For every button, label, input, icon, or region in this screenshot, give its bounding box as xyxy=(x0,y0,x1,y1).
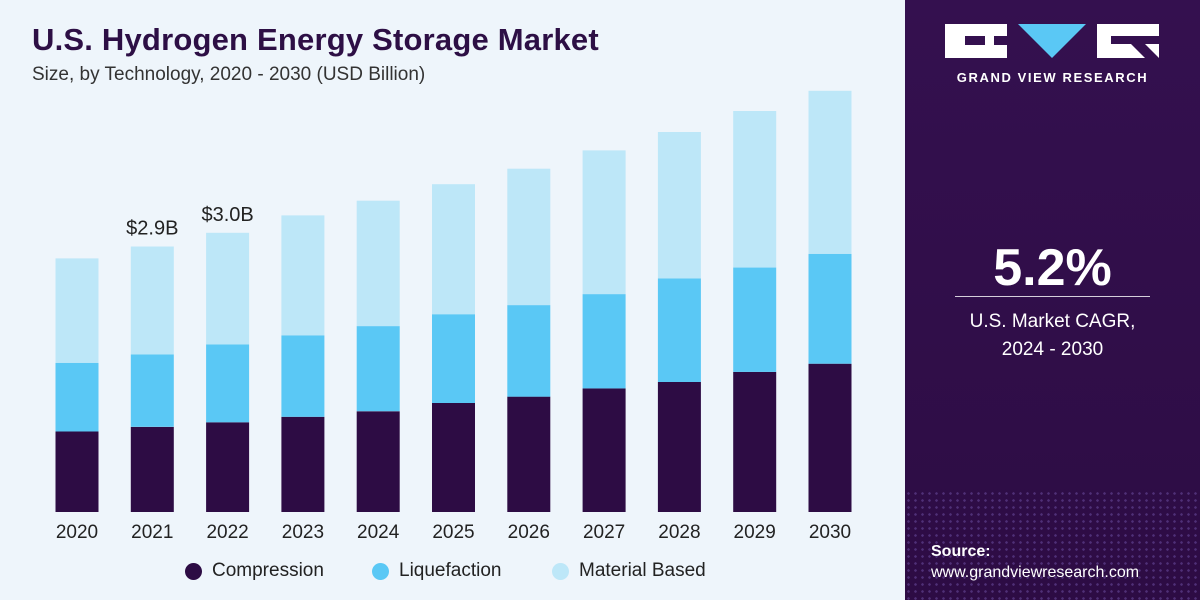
bar-material-based-2027 xyxy=(582,150,626,295)
bar-material-based-2022 xyxy=(206,232,250,345)
source-block: Source: www.grandviewresearch.com xyxy=(931,543,1139,582)
bar-material-based-2026 xyxy=(507,168,551,306)
bar-material-based-2024 xyxy=(356,200,400,327)
x-tick-label-2029: 2029 xyxy=(734,522,776,543)
x-tick-label-2030: 2030 xyxy=(809,522,851,543)
chart-subtitle: Size, by Technology, 2020 - 2030 (USD Bi… xyxy=(32,64,426,85)
x-tick-label-2027: 2027 xyxy=(583,522,625,543)
gvr-logo-icon xyxy=(945,24,1159,58)
bar-compression-2023 xyxy=(281,416,325,512)
legend-swatch xyxy=(552,562,569,580)
bar-material-based-2025 xyxy=(432,184,475,315)
x-tick-label-2025: 2025 xyxy=(432,522,474,543)
cagr-value: 5.2% xyxy=(993,239,1112,297)
legend-label: Material Based xyxy=(579,560,706,581)
bar-liquefaction-2030 xyxy=(808,253,852,364)
x-tick-label-2024: 2024 xyxy=(357,522,400,543)
bar-compression-2029 xyxy=(733,371,777,512)
bar-liquefaction-2022 xyxy=(206,344,250,423)
chart-title: U.S. Hydrogen Energy Storage Market xyxy=(32,22,599,57)
x-tick-label-2028: 2028 xyxy=(658,522,700,543)
source-label: Source: xyxy=(931,543,991,560)
legend-swatch xyxy=(185,562,202,580)
cagr-label-line2: 2024 - 2030 xyxy=(1001,339,1104,360)
bar-liquefaction-2020 xyxy=(55,362,99,432)
bar-material-based-2023 xyxy=(281,215,325,336)
x-tick-label-2026: 2026 xyxy=(508,522,550,543)
legend-item-material-based: Material Based xyxy=(552,560,706,582)
bar-compression-2020 xyxy=(55,431,99,512)
bar-liquefaction-2026 xyxy=(507,305,551,397)
bar-compression-2026 xyxy=(507,396,551,512)
bar-material-based-2020 xyxy=(55,258,99,363)
data-label-2021: $2.9B xyxy=(126,218,178,240)
legend-swatch xyxy=(372,562,389,580)
bar-compression-2025 xyxy=(432,403,475,512)
bar-liquefaction-2023 xyxy=(281,335,325,417)
bar-material-based-2030 xyxy=(808,90,852,254)
bar-material-based-2021 xyxy=(130,246,174,355)
legend-label: Compression xyxy=(212,560,324,581)
brand-name: GRAND VIEW RESEARCH xyxy=(956,70,1149,85)
legend-item-compression: Compression xyxy=(185,560,324,582)
data-label-2022: $3.0B xyxy=(201,204,253,226)
bar-liquefaction-2024 xyxy=(356,326,400,412)
x-tick-label-2023: 2023 xyxy=(282,522,324,543)
bar-material-based-2028 xyxy=(657,132,701,279)
legend-label: Liquefaction xyxy=(399,560,502,581)
bar-liquefaction-2021 xyxy=(130,354,174,427)
legend-item-liquefaction: Liquefaction xyxy=(372,560,501,582)
bar-material-based-2029 xyxy=(733,111,777,268)
bar-liquefaction-2027 xyxy=(582,294,626,389)
bar-liquefaction-2025 xyxy=(432,314,475,403)
chart-panel: U.S. Hydrogen Energy Storage Market Size… xyxy=(0,22,905,590)
x-tick-label-2022: 2022 xyxy=(206,522,248,543)
cagr-label-line1: U.S. Market CAGR, xyxy=(969,311,1136,332)
bar-compression-2021 xyxy=(130,426,174,512)
bar-liquefaction-2029 xyxy=(733,267,777,372)
cagr-label: U.S. Market CAGR, 2024 - 2030 xyxy=(905,308,1200,364)
x-tick-label-2021: 2021 xyxy=(131,522,173,543)
bar-compression-2027 xyxy=(582,388,626,512)
bar-compression-2030 xyxy=(808,363,852,512)
chart-legend: Compression Liquefaction Material Based xyxy=(0,560,905,590)
bar-liquefaction-2028 xyxy=(657,278,701,382)
bar-compression-2022 xyxy=(206,422,250,512)
cagr-divider xyxy=(955,296,1150,297)
source-url[interactable]: www.grandviewresearch.com xyxy=(931,564,1140,581)
stacked-bar-chart: 2020 2021 2022 2023 2024 2025 2026 2027 2028 2029… xyxy=(55,90,852,543)
x-tick-label-2020: 2020 xyxy=(56,522,98,543)
bar-compression-2024 xyxy=(356,411,400,512)
sidebar-panel: GRAND VIEW RESEARCH 5.2% U.S. Market CAG… xyxy=(905,0,1200,600)
bar-compression-2028 xyxy=(657,382,701,512)
